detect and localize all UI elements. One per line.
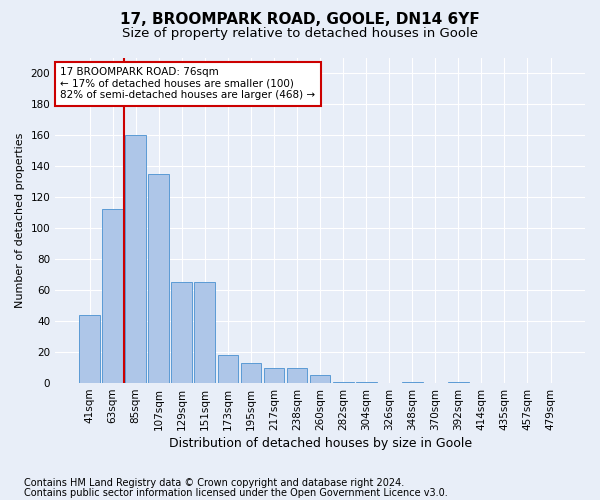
Y-axis label: Number of detached properties: Number of detached properties <box>15 132 25 308</box>
Text: 17, BROOMPARK ROAD, GOOLE, DN14 6YF: 17, BROOMPARK ROAD, GOOLE, DN14 6YF <box>120 12 480 28</box>
X-axis label: Distribution of detached houses by size in Goole: Distribution of detached houses by size … <box>169 437 472 450</box>
Text: 17 BROOMPARK ROAD: 76sqm
← 17% of detached houses are smaller (100)
82% of semi-: 17 BROOMPARK ROAD: 76sqm ← 17% of detach… <box>61 68 316 100</box>
Bar <box>310 376 331 383</box>
Bar <box>172 282 192 383</box>
Bar <box>125 135 146 383</box>
Bar <box>448 382 469 383</box>
Bar <box>402 382 422 383</box>
Bar <box>263 368 284 383</box>
Bar <box>102 210 123 383</box>
Text: Size of property relative to detached houses in Goole: Size of property relative to detached ho… <box>122 28 478 40</box>
Bar <box>218 355 238 383</box>
Bar <box>79 315 100 383</box>
Text: Contains public sector information licensed under the Open Government Licence v3: Contains public sector information licen… <box>24 488 448 498</box>
Bar <box>194 282 215 383</box>
Bar <box>241 363 262 383</box>
Bar <box>287 368 307 383</box>
Text: Contains HM Land Registry data © Crown copyright and database right 2024.: Contains HM Land Registry data © Crown c… <box>24 478 404 488</box>
Bar <box>333 382 353 383</box>
Bar <box>148 174 169 383</box>
Bar <box>356 382 377 383</box>
